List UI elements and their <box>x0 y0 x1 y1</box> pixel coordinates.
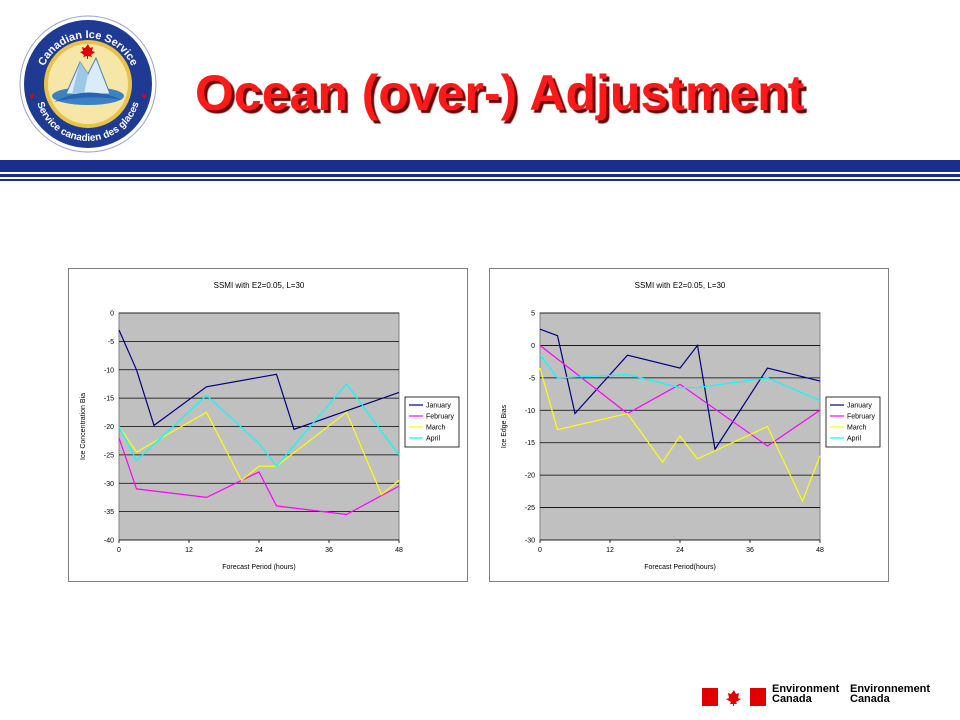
y-tick-label: 0 <box>110 311 114 318</box>
x-tick-label: 0 <box>538 547 542 554</box>
legend-entry: March <box>847 425 867 432</box>
x-tick-label: 0 <box>117 547 121 554</box>
y-tick-label: -5 <box>108 339 114 346</box>
ice-concentration-chart: SSMI with E2=0.05, L=30 0 -5 -10 -15 -20 -25 -3… <box>68 268 468 582</box>
x-tick-label: 48 <box>395 547 403 554</box>
legend-entry: April <box>426 436 440 443</box>
series-line-january <box>118 329 400 431</box>
y-tick-label: 5 <box>531 311 535 318</box>
legend-entry: January <box>847 403 872 410</box>
footer-line1-fr: Environnement <box>850 683 931 695</box>
plot-area <box>539 312 821 541</box>
x-tick-label: 12 <box>606 547 614 554</box>
footer-line1-en: Environment <box>772 683 840 695</box>
x-tick-label: 12 <box>185 547 193 554</box>
y-tick-label: -40 <box>104 538 114 545</box>
title-rule <box>0 160 960 181</box>
ice-concentration-chart-svg: SSMI with E2=0.05, L=30 0 -5 -10 -15 -20 -25 -3… <box>80 281 460 571</box>
y-axis-label: Ice Concentration Bia <box>80 393 87 460</box>
legend-entry: January <box>426 403 451 410</box>
y-tick-label: -25 <box>104 452 114 459</box>
legend-entry: April <box>847 436 861 443</box>
legend-entry: February <box>426 414 455 421</box>
x-axis-label: Forecast Period(hours) <box>644 564 716 571</box>
y-tick-label: -30 <box>525 538 535 545</box>
series-line-february <box>118 437 400 516</box>
environment-canada-wordmark: Environment Canada Environnement Canada <box>700 684 950 710</box>
y-tick-label: -35 <box>104 509 114 516</box>
footer-english-text: Environment Canada <box>772 683 840 705</box>
footer-french-text: Environnement Canada <box>850 683 931 705</box>
x-tick-label: 36 <box>325 547 333 554</box>
series-line-january <box>539 328 821 451</box>
y-tick-label: -20 <box>525 473 535 480</box>
canada-flag-icon <box>702 688 766 706</box>
ice-edge-chart: SSMI with E2=0.05, L=30 5 0 -5 -10 -15 -20 -25 -… <box>489 268 889 582</box>
series-line-april <box>539 354 821 402</box>
series-line-april <box>118 382 400 468</box>
y-tick-label: 0 <box>531 343 535 350</box>
y-tick-label: -25 <box>525 505 535 512</box>
footer-line2-en: Canada <box>772 693 812 705</box>
series-line-february <box>539 344 821 447</box>
y-tick-label: -20 <box>104 424 114 431</box>
x-tick-label: 24 <box>255 547 263 554</box>
footer-line2-fr: Canada <box>850 693 890 705</box>
y-tick-label: -15 <box>104 396 114 403</box>
slide-title: Ocean (over-) Adjustment <box>195 65 805 121</box>
chart-title: SSMI with E2=0.05, L=30 <box>635 281 726 290</box>
x-tick-label: 36 <box>746 547 754 554</box>
legend-entry: February <box>847 414 876 421</box>
y-tick-label: -15 <box>525 440 535 447</box>
y-tick-label: -5 <box>529 375 535 382</box>
canadian-ice-service-logo: Canadian Ice Service Service canadien de… <box>19 15 157 153</box>
chart-title: SSMI with E2=0.05, L=30 <box>214 281 305 290</box>
y-tick-label: -10 <box>525 408 535 415</box>
maple-leaf-icon <box>80 44 95 59</box>
y-axis-label: Ice Edge Bias <box>501 404 508 448</box>
x-tick-label: 24 <box>676 547 684 554</box>
y-tick-label: -30 <box>104 481 114 488</box>
y-tick-label: -10 <box>104 367 114 374</box>
x-tick-label: 48 <box>816 547 824 554</box>
x-axis-label: Forecast Period (hours) <box>222 564 296 571</box>
legend-entry: March <box>426 425 446 432</box>
series-line-march <box>539 367 821 503</box>
ice-edge-chart-svg: SSMI with E2=0.05, L=30 5 0 -5 -10 -15 -20 -25 -… <box>501 281 881 571</box>
